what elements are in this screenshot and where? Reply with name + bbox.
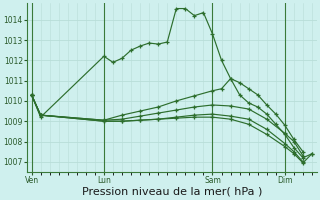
X-axis label: Pression niveau de la mer( hPa ): Pression niveau de la mer( hPa )	[82, 187, 262, 197]
